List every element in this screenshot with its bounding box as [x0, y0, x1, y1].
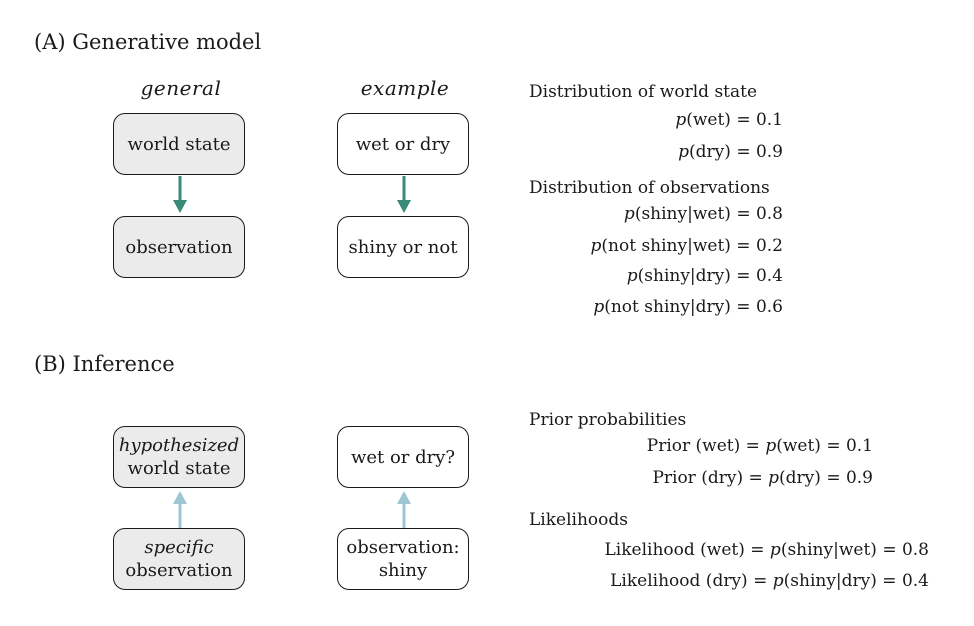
hypothesized-label: hypothesized [118, 435, 240, 456]
column-header-general: general [140, 76, 222, 100]
p-symbol: p [590, 236, 602, 256]
eq-likelihood-dry-lhs: Likelihood (dry) = [610, 571, 773, 591]
eq-p-dry: p(dry) = 0.9 [529, 142, 783, 162]
eq-prior-dry-rhs: (dry) = 0.9 [779, 468, 873, 488]
eq-p-dry-text: (dry) = 0.9 [689, 142, 783, 162]
eq-notshiny-dry-text: (not shiny|dry) = 0.6 [604, 297, 783, 317]
eq-likelihood-wet: Likelihood (wet) = p(shiny|wet) = 0.8 [529, 540, 929, 560]
wet-or-dry-question-label: wet or dry? [350, 446, 456, 468]
wet-or-dry-question-box: wet or dry? [337, 426, 469, 488]
p-symbol: p [675, 110, 687, 130]
example-world-state-box: wet or dry [337, 113, 469, 175]
eq-prior-wet: Prior (wet) = p(wet) = 0.1 [529, 436, 873, 456]
specific-observation-box: specific observation [113, 528, 245, 590]
section-a-title: (A) Generative model [34, 30, 262, 54]
p-symbol: p [626, 266, 638, 286]
inference-arrow-general [173, 491, 187, 528]
specific-label: specific [144, 537, 214, 558]
eq-shiny-wet-text: (shiny|wet) = 0.8 [634, 204, 783, 224]
observation-shiny-box: observation: shiny [337, 528, 469, 590]
p-symbol: p [678, 142, 690, 162]
specific-rest-label: observation [125, 560, 233, 581]
generative-arrow-example [397, 176, 411, 213]
section-b-title: (B) Inference [34, 352, 175, 376]
general-world-state-box: world state [113, 113, 245, 175]
observation-shiny-line1: observation: [346, 537, 460, 558]
column-header-example: example [360, 76, 450, 100]
example-world-state-label: wet or dry [355, 133, 451, 155]
eq-notshiny-wet-text: (not shiny|wet) = 0.2 [601, 236, 783, 256]
eq-prior-dry: Prior (dry) = p(dry) = 0.9 [529, 468, 873, 488]
observation-shiny-line2: shiny [378, 560, 428, 581]
generative-arrow-general [173, 176, 187, 213]
hypothesized-rest-label: world state [127, 458, 231, 479]
eq-prior-dry-lhs: Prior (dry) = [652, 468, 769, 488]
general-world-state-label: world state [127, 133, 231, 155]
eq-shiny-wet: p(shiny|wet) = 0.8 [529, 204, 783, 224]
eq-p-wet: p(wet) = 0.1 [529, 110, 783, 130]
p-symbol: p [768, 468, 780, 488]
eq-likelihood-wet-lhs: Likelihood (wet) = [604, 540, 770, 560]
dist-obs-heading: Distribution of observations [529, 178, 770, 198]
eq-likelihood-dry: Likelihood (dry) = p(shiny|dry) = 0.4 [529, 571, 929, 591]
p-symbol: p [623, 204, 635, 224]
p-symbol: p [769, 540, 781, 560]
eq-p-wet-text: (wet) = 0.1 [686, 110, 783, 130]
dist-world-heading: Distribution of world state [529, 82, 758, 102]
eq-likelihood-wet-rhs: (shiny|wet) = 0.8 [780, 540, 929, 560]
eq-notshiny-wet: p(not shiny|wet) = 0.2 [529, 236, 784, 256]
example-observation-box: shiny or not [337, 216, 469, 278]
eq-prior-wet-rhs: (wet) = 0.1 [776, 436, 873, 456]
hypothesized-world-state-box: hypothesized world state [113, 426, 245, 488]
eq-shiny-dry: p(shiny|dry) = 0.4 [529, 266, 783, 286]
inference-arrow-example [397, 491, 411, 528]
general-observation-label: observation [125, 236, 233, 258]
eq-likelihood-dry-rhs: (shiny|dry) = 0.4 [783, 571, 929, 591]
p-symbol: p [765, 436, 777, 456]
example-observation-label: shiny or not [348, 236, 458, 258]
eq-shiny-dry-text: (shiny|dry) = 0.4 [637, 266, 783, 286]
p-symbol: p [772, 571, 784, 591]
p-symbol: p [593, 297, 605, 317]
likelihood-heading: Likelihoods [529, 510, 628, 530]
prior-heading: Prior probabilities [529, 410, 687, 430]
eq-notshiny-dry: p(not shiny|dry) = 0.6 [529, 297, 783, 317]
general-observation-box: observation [113, 216, 245, 278]
eq-prior-wet-lhs: Prior (wet) = [646, 436, 766, 456]
